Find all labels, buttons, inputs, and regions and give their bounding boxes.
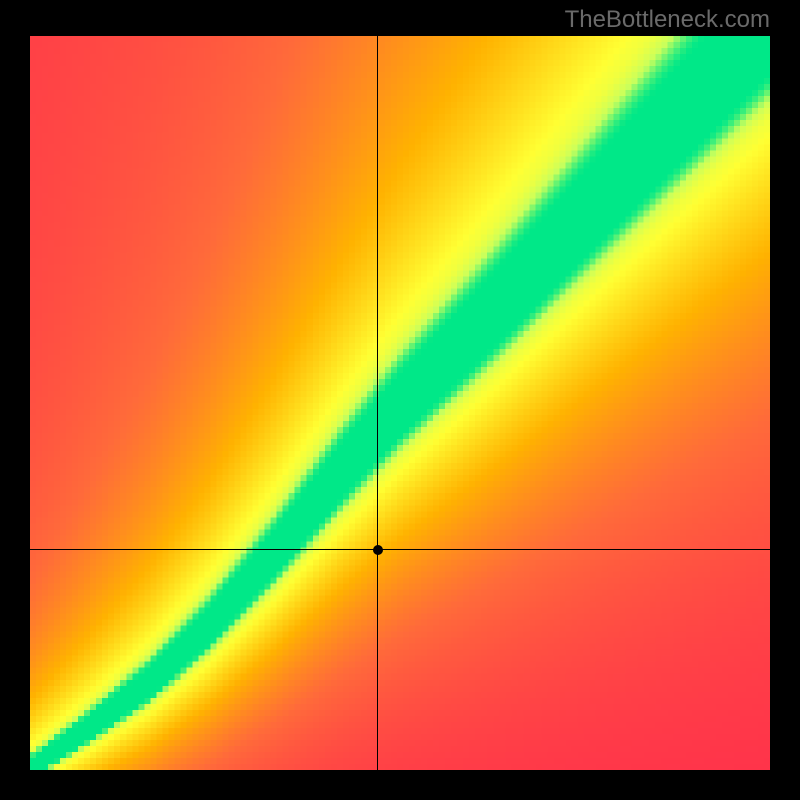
crosshair-vertical — [377, 36, 378, 770]
marker-point — [373, 545, 383, 555]
crosshair-horizontal — [30, 549, 770, 550]
watermark-text: TheBottleneck.com — [565, 6, 770, 34]
chart-container: TheBottleneck.com — [0, 0, 800, 800]
bottleneck-heatmap — [30, 36, 770, 770]
